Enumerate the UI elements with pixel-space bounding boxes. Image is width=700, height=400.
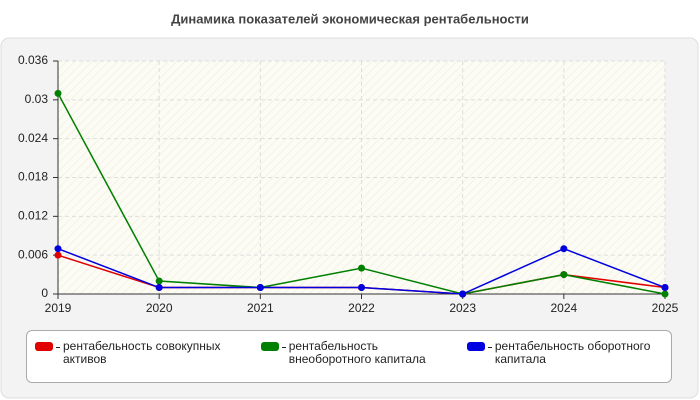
y-tick-label: 0.036 bbox=[18, 53, 48, 67]
x-tick-label: 2023 bbox=[449, 301, 476, 315]
x-tick-label: 2019 bbox=[45, 301, 72, 315]
y-tick-label: 0.03 bbox=[25, 92, 49, 106]
legend-dash bbox=[281, 347, 286, 348]
point bbox=[54, 245, 62, 253]
legend-item: рентабельность оборотного капитала bbox=[466, 339, 663, 382]
legend-dash bbox=[56, 347, 60, 348]
legend-swatch bbox=[260, 342, 279, 351]
legend-item: рентабельность внеоборотного капитала bbox=[260, 339, 457, 382]
legend-swatch bbox=[35, 342, 53, 351]
x-tick-label: 2020 bbox=[146, 301, 173, 315]
legend: рентабельность совокупных активов рентабе… bbox=[26, 330, 672, 383]
y-tick-label: 0.018 bbox=[18, 170, 48, 184]
point bbox=[54, 89, 62, 97]
point bbox=[358, 264, 365, 272]
point bbox=[661, 290, 669, 298]
legend-label: рентабельность оборотного капитала bbox=[494, 339, 651, 366]
x-tick-label: 2025 bbox=[652, 301, 679, 315]
point bbox=[155, 277, 163, 285]
point bbox=[560, 245, 568, 253]
point bbox=[560, 271, 568, 279]
x-tick-label: 2024 bbox=[550, 301, 577, 315]
point bbox=[661, 284, 669, 292]
point bbox=[256, 284, 264, 292]
x-tick-label: 2021 bbox=[247, 301, 274, 315]
legend-dash bbox=[487, 347, 492, 348]
point bbox=[459, 290, 467, 298]
legend-label: рентабельность совокупных активов bbox=[63, 339, 221, 366]
legend-label: рентабельность внеоборотного капитала bbox=[288, 339, 426, 366]
point bbox=[54, 251, 62, 259]
y-tick-label: 0.024 bbox=[18, 131, 48, 145]
legend-swatch bbox=[466, 342, 485, 351]
x-tick-label: 2022 bbox=[348, 301, 375, 315]
y-tick-label: 0.006 bbox=[18, 247, 48, 261]
point bbox=[358, 284, 365, 292]
point bbox=[155, 284, 163, 292]
y-tick-label: 0.012 bbox=[18, 209, 48, 223]
y-tick-label: 0 bbox=[41, 286, 48, 300]
legend-item: рентабельность совокупных активов bbox=[35, 340, 251, 382]
chart-title: Динамика показателей экономическая рента… bbox=[171, 11, 529, 26]
